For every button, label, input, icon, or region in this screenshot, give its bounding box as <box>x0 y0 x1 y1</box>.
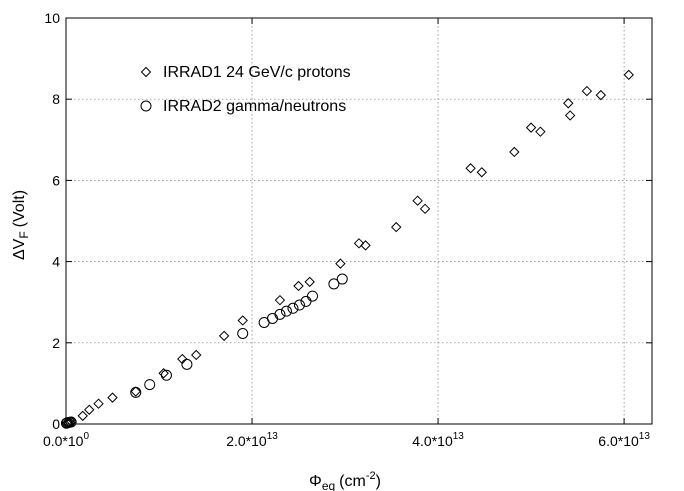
x-tick-label: 6.0*1013 <box>598 431 650 449</box>
legend-marker-circle <box>141 101 151 111</box>
data-point-diamond <box>305 277 314 286</box>
data-point-diamond <box>596 91 605 100</box>
legend-entry-series-2: IRRAD2 gamma/neutrons <box>141 98 346 115</box>
data-point-diamond <box>192 350 201 359</box>
legend-entry-series-1: IRRAD1 24 GeV/c protons <box>142 64 351 81</box>
data-point-diamond <box>336 259 345 268</box>
data-point-circle <box>238 328 248 338</box>
data-point-diamond <box>78 411 87 420</box>
data-point-circle <box>281 306 291 316</box>
data-point-diamond <box>564 99 573 108</box>
data-point-diamond <box>566 111 575 120</box>
y-tick-label: 0 <box>52 416 60 432</box>
data-point-circle <box>182 359 192 369</box>
legend-label-series-2: IRRAD2 gamma/neutrons <box>163 98 346 115</box>
data-point-diamond <box>624 70 633 79</box>
data-points <box>61 70 633 428</box>
y-axis-label: ΔVF(Volt) <box>11 190 31 260</box>
data-point-circle <box>145 380 155 390</box>
data-point-diamond <box>392 223 401 232</box>
x-tick-label: 4.0*1013 <box>412 431 464 449</box>
x-tick-label: 2.0*1013 <box>226 431 278 449</box>
data-point-diamond <box>536 127 545 136</box>
data-point-circle <box>307 291 317 301</box>
x-tick-label: 0.0*100 <box>43 431 89 449</box>
data-point-diamond <box>421 204 430 213</box>
data-point-diamond <box>582 87 591 96</box>
legend: IRRAD1 24 GeV/c protons IRRAD2 gamma/neu… <box>141 64 351 115</box>
data-point-circle <box>337 274 347 284</box>
x-axis-label: Φeq (cm-2) <box>309 470 381 491</box>
data-point-diamond <box>527 123 536 132</box>
data-point-diamond <box>85 405 94 414</box>
data-point-diamond <box>220 331 229 340</box>
data-point-circle <box>267 313 277 323</box>
data-point-diamond <box>510 147 519 156</box>
data-point-diamond <box>94 399 103 408</box>
legend-marker-diamond <box>142 68 151 77</box>
data-point-diamond <box>108 393 117 402</box>
data-point-diamond <box>477 168 486 177</box>
grid-lines <box>66 18 652 424</box>
y-tick-label: 6 <box>52 172 60 188</box>
data-point-diamond <box>466 164 475 173</box>
legend-label-series-1: IRRAD1 24 GeV/c protons <box>163 64 351 81</box>
data-point-diamond <box>238 316 247 325</box>
plot-area-frame <box>66 18 652 424</box>
data-point-circle <box>275 309 285 319</box>
data-point-diamond <box>294 281 303 290</box>
y-tick-label: 4 <box>52 254 60 270</box>
data-point-circle <box>288 303 298 313</box>
y-tick-label: 8 <box>52 91 60 107</box>
data-point-diamond <box>275 296 284 305</box>
data-point-diamond <box>413 196 422 205</box>
y-tick-label: 2 <box>52 335 60 351</box>
y-tick-label: 10 <box>44 10 60 26</box>
